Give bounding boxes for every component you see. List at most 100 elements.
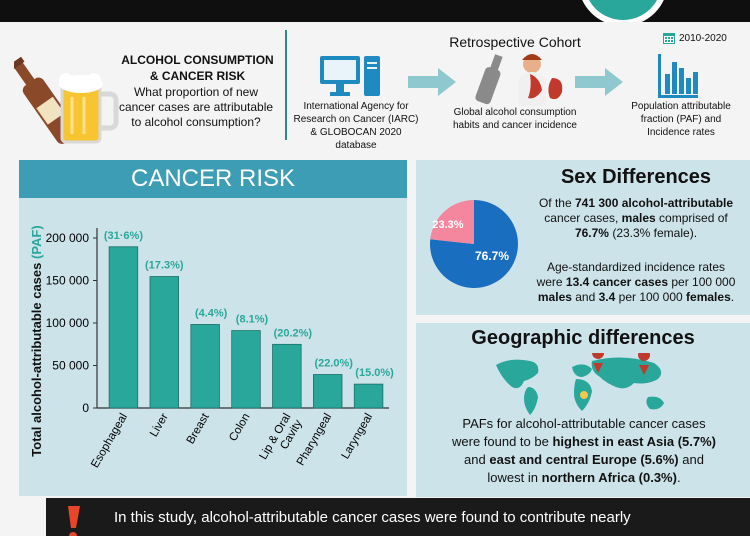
question-line: What proportion of new — [133, 85, 259, 99]
text-span: cancer cases, — [544, 211, 622, 225]
step-label: Population attributable fraction (PAF) a… — [616, 100, 746, 139]
text-span: Age-standardized incidence rates — [546, 260, 726, 274]
step-line: International Agency for — [303, 101, 409, 112]
text-span: . — [730, 290, 735, 304]
year-range: 2010-2020 — [679, 32, 727, 44]
y-axis-label: Total alcohol-attributable cases (PAF) — [29, 225, 44, 456]
text-line: lowest in northern Africa (0.3%). — [424, 469, 744, 487]
text-span: . — [676, 470, 681, 485]
y-tick-label: 0 — [82, 401, 89, 415]
x-tick-label: Esophageal — [89, 412, 130, 471]
text-span: were — [536, 275, 566, 289]
bar-data-label: (4.4%) — [195, 307, 228, 319]
step-line: & GLOBOCAN 2020 database — [310, 127, 402, 151]
bar — [149, 276, 179, 409]
x-tick-label: Liver — [148, 411, 171, 439]
step-line: Global alcohol consumption — [453, 107, 577, 118]
text-line: and east and central Europe (5.6%) and — [424, 451, 744, 469]
map-pin-icon — [592, 353, 604, 373]
y-tick-label: 200 000 — [46, 231, 90, 245]
map-pin-icon — [638, 353, 651, 375]
africa-marker-icon — [580, 391, 588, 399]
bar — [108, 246, 139, 409]
text-span: 13.4 cancer cases — [565, 275, 669, 289]
x-tick-label: Breast — [185, 411, 212, 446]
header: ALCOHOL CONSUMPTION & CANCER RISK What p… — [0, 22, 750, 152]
world-map-icon — [496, 353, 664, 415]
text-span: females — [686, 290, 731, 304]
sex-pie-chart: 76.7% 23.3% — [430, 200, 518, 288]
x-tick-label: Pharyngeal — [295, 412, 334, 468]
text-span: comprised of — [655, 211, 728, 225]
text-line: were found to be highest in east Asia (5… — [424, 433, 744, 451]
step-line: Research on Cancer (IARC) — [293, 114, 419, 125]
text-span: 3.4 — [598, 290, 616, 304]
text-span: 76.7% — [574, 226, 609, 240]
bar — [313, 374, 343, 409]
step-line: habits and cancer incidence — [453, 120, 577, 131]
text-span: east and central Europe (5.6%) — [489, 452, 679, 467]
text-line: PAFs for alcohol-attributable cancer cas… — [462, 416, 706, 431]
step-label: International Agency for Research on Can… — [292, 100, 420, 152]
conclusion-bar: In this study, alcohol-attributable canc… — [46, 498, 750, 536]
sex-differences-title: Sex Differences — [560, 166, 712, 188]
computer-icon — [320, 56, 380, 96]
exclamation-icon — [68, 506, 80, 536]
text-span: males — [621, 211, 656, 225]
cancer-risk-bar-chart: Total alcohol-attributable cases (PAF) 0 5… — [29, 225, 394, 471]
step-label: Global alcohol consumption habits and ca… — [440, 106, 590, 132]
arrow-right-icon — [408, 68, 456, 96]
sex-summary-text: Of the 741 300 alcohol-attributable canc… — [526, 196, 746, 241]
bar-data-label: (15.0%) — [355, 367, 394, 379]
text-span: males — [537, 290, 572, 304]
text-span: were found to be — [452, 434, 553, 449]
bar — [353, 383, 384, 409]
pie-label-male: 76.7% — [475, 249, 509, 263]
step-line: Population attributable — [631, 101, 731, 112]
y-axis-label-main: Total alcohol-attributable cases — [29, 259, 44, 457]
pie-slice-female — [430, 200, 474, 244]
text-span: per 100 000 — [615, 290, 687, 304]
text-span: (23.3% female). — [608, 226, 698, 240]
bar-data-label: (31·6%) — [104, 230, 143, 242]
geographic-panel: Geographic differences PAFs for alcohol-… — [416, 323, 750, 497]
y-tick-label: 50 000 — [52, 359, 89, 373]
header-divider — [285, 30, 287, 140]
text-span: northern Africa (0.3%) — [541, 470, 677, 485]
text-span: 741 300 alcohol-attributable — [574, 196, 734, 210]
y-tick-label: 150 000 — [46, 274, 90, 288]
text-span: lowest in — [487, 470, 542, 485]
bar — [272, 343, 302, 409]
year-badge: 2010-2020 — [663, 32, 727, 44]
arrow-right-icon — [575, 68, 623, 96]
bar-chart-icon — [658, 54, 698, 98]
calendar-icon — [663, 33, 675, 44]
infographic-title: ALCOHOL CONSUMPTION & CANCER RISK — [120, 52, 275, 84]
bar — [190, 324, 220, 409]
text-span: and — [678, 452, 704, 467]
text-span: highest in east Asia (5.7%) — [552, 434, 716, 449]
bar-data-label: (20.2%) — [274, 327, 313, 339]
pie-label-female: 23.3% — [432, 219, 463, 231]
title-line: & CANCER RISK — [149, 69, 246, 83]
text-span: per 100 000 — [668, 275, 736, 289]
bar — [231, 330, 261, 409]
cancer-risk-title: CANCER RISK — [19, 160, 407, 198]
question-line: to alcohol consumption? — [131, 115, 261, 129]
x-tick-label: Colon — [227, 412, 252, 444]
step-line: fraction (PAF) and — [640, 114, 722, 125]
text-span: and — [464, 452, 490, 467]
y-tick-label: 100 000 — [46, 316, 90, 330]
y-axis-label-paf: (PAF) — [29, 225, 44, 259]
text-span: Of the — [538, 196, 575, 210]
cohort-title: Retrospective Cohort — [449, 34, 581, 50]
cancer-risk-panel: CANCER RISK Total alcohol-attributable c… — [19, 160, 407, 496]
beer-bottle-icon — [14, 56, 119, 144]
research-question: What proportion of new cancer cases are … — [112, 85, 280, 130]
conclusion-text: In this study, alcohol-attributable canc… — [114, 509, 631, 526]
title-line: ALCOHOL CONSUMPTION — [121, 53, 274, 67]
bar-data-label: (22.0%) — [314, 358, 353, 370]
question-line: cancer cases are attributable — [118, 100, 274, 114]
bottle-person-icon — [475, 54, 563, 106]
x-tick-label: Laryngeal — [340, 412, 376, 462]
